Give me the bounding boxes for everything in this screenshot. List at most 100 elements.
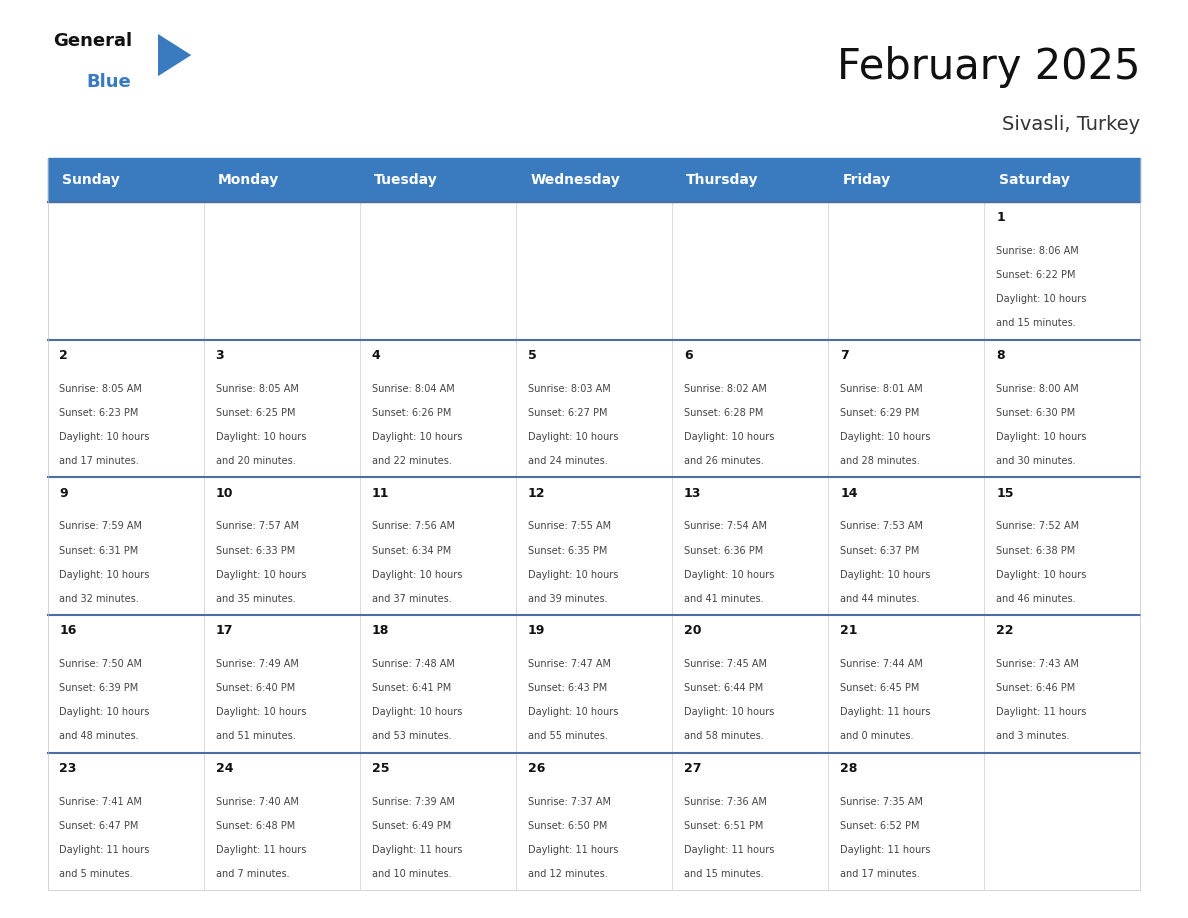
Text: 21: 21 (840, 624, 858, 637)
Text: and 12 minutes.: and 12 minutes. (527, 869, 607, 879)
Text: 28: 28 (840, 762, 858, 775)
Text: and 17 minutes.: and 17 minutes. (59, 456, 139, 466)
Text: 8: 8 (997, 349, 1005, 362)
Text: 7: 7 (840, 349, 849, 362)
Text: Sunset: 6:23 PM: Sunset: 6:23 PM (59, 408, 139, 418)
Text: and 15 minutes.: and 15 minutes. (997, 319, 1076, 329)
Text: Sunrise: 7:50 AM: Sunrise: 7:50 AM (59, 659, 143, 669)
Text: Daylight: 10 hours: Daylight: 10 hours (59, 569, 150, 579)
Text: Sunrise: 7:59 AM: Sunrise: 7:59 AM (59, 521, 143, 532)
Text: and 53 minutes.: and 53 minutes. (372, 732, 451, 742)
Text: Sunset: 6:48 PM: Sunset: 6:48 PM (215, 821, 295, 831)
Text: Monday: Monday (217, 173, 279, 187)
Text: Sunrise: 8:04 AM: Sunrise: 8:04 AM (372, 384, 455, 394)
Text: Sunset: 6:43 PM: Sunset: 6:43 PM (527, 683, 607, 693)
Text: Sunset: 6:31 PM: Sunset: 6:31 PM (59, 545, 139, 555)
Text: Sunrise: 7:47 AM: Sunrise: 7:47 AM (527, 659, 611, 669)
Bar (672, 477, 828, 615)
Text: Sunset: 6:41 PM: Sunset: 6:41 PM (372, 683, 451, 693)
Text: 19: 19 (527, 624, 545, 637)
Bar (360, 615, 516, 753)
Text: 3: 3 (215, 349, 225, 362)
Text: Sunset: 6:35 PM: Sunset: 6:35 PM (527, 545, 607, 555)
Text: Sunrise: 7:44 AM: Sunrise: 7:44 AM (840, 659, 923, 669)
Text: Sunset: 6:44 PM: Sunset: 6:44 PM (684, 683, 763, 693)
Text: Daylight: 11 hours: Daylight: 11 hours (527, 845, 618, 855)
Text: 10: 10 (215, 487, 233, 499)
Text: Sunset: 6:28 PM: Sunset: 6:28 PM (684, 408, 764, 418)
Bar (672, 615, 828, 753)
Text: Daylight: 10 hours: Daylight: 10 hours (527, 432, 618, 442)
Text: 24: 24 (215, 762, 233, 775)
Text: and 28 minutes.: and 28 minutes. (840, 456, 920, 466)
Text: 11: 11 (372, 487, 390, 499)
Bar (203, 753, 360, 890)
Text: Sunset: 6:33 PM: Sunset: 6:33 PM (215, 545, 295, 555)
Text: Sunset: 6:27 PM: Sunset: 6:27 PM (527, 408, 607, 418)
Bar (828, 158, 985, 202)
Bar (516, 753, 672, 890)
Text: Sunrise: 7:45 AM: Sunrise: 7:45 AM (684, 659, 767, 669)
Text: Sunset: 6:49 PM: Sunset: 6:49 PM (372, 821, 451, 831)
Text: Sunrise: 7:37 AM: Sunrise: 7:37 AM (527, 797, 611, 807)
Bar (985, 753, 1140, 890)
Text: Sunset: 6:51 PM: Sunset: 6:51 PM (684, 821, 764, 831)
Text: Friday: Friday (842, 173, 891, 187)
Text: Daylight: 11 hours: Daylight: 11 hours (997, 707, 1087, 717)
Text: Daylight: 10 hours: Daylight: 10 hours (59, 707, 150, 717)
Bar (48, 158, 1140, 202)
Text: Sunrise: 8:05 AM: Sunrise: 8:05 AM (215, 384, 298, 394)
Text: Sunday: Sunday (62, 173, 120, 187)
Text: Daylight: 11 hours: Daylight: 11 hours (840, 845, 930, 855)
Text: Thursday: Thursday (687, 173, 759, 187)
Text: and 10 minutes.: and 10 minutes. (372, 869, 451, 879)
Text: 22: 22 (997, 624, 1013, 637)
Text: 6: 6 (684, 349, 693, 362)
Bar (985, 202, 1140, 340)
Text: and 20 minutes.: and 20 minutes. (215, 456, 296, 466)
Text: Sunset: 6:45 PM: Sunset: 6:45 PM (840, 683, 920, 693)
Text: Sunrise: 8:02 AM: Sunrise: 8:02 AM (684, 384, 766, 394)
Bar (48, 340, 203, 477)
Text: Daylight: 10 hours: Daylight: 10 hours (527, 707, 618, 717)
Text: Sunset: 6:30 PM: Sunset: 6:30 PM (997, 408, 1075, 418)
Bar (828, 340, 985, 477)
Text: Daylight: 10 hours: Daylight: 10 hours (684, 569, 775, 579)
Text: Sunset: 6:52 PM: Sunset: 6:52 PM (840, 821, 920, 831)
Text: Sunrise: 8:06 AM: Sunrise: 8:06 AM (997, 246, 1079, 256)
Text: and 17 minutes.: and 17 minutes. (840, 869, 920, 879)
Text: Daylight: 10 hours: Daylight: 10 hours (372, 569, 462, 579)
Text: and 58 minutes.: and 58 minutes. (684, 732, 764, 742)
Text: Daylight: 11 hours: Daylight: 11 hours (684, 845, 775, 855)
Text: Daylight: 10 hours: Daylight: 10 hours (997, 569, 1087, 579)
Text: 15: 15 (997, 487, 1013, 499)
Text: Sunrise: 7:55 AM: Sunrise: 7:55 AM (527, 521, 611, 532)
Text: 13: 13 (684, 487, 701, 499)
Text: Sunrise: 7:40 AM: Sunrise: 7:40 AM (215, 797, 298, 807)
Bar (203, 340, 360, 477)
Text: 26: 26 (527, 762, 545, 775)
Text: Sunset: 6:25 PM: Sunset: 6:25 PM (215, 408, 295, 418)
Text: Daylight: 10 hours: Daylight: 10 hours (59, 432, 150, 442)
Text: Daylight: 10 hours: Daylight: 10 hours (840, 569, 930, 579)
Text: 1: 1 (997, 211, 1005, 224)
Text: and 39 minutes.: and 39 minutes. (527, 594, 607, 604)
Bar (516, 340, 672, 477)
Text: and 55 minutes.: and 55 minutes. (527, 732, 608, 742)
Bar (203, 615, 360, 753)
Text: 4: 4 (372, 349, 380, 362)
Bar (203, 477, 360, 615)
Bar (985, 615, 1140, 753)
Text: Sunset: 6:34 PM: Sunset: 6:34 PM (372, 545, 451, 555)
Bar (360, 158, 516, 202)
Text: Sunrise: 7:52 AM: Sunrise: 7:52 AM (997, 521, 1080, 532)
Text: Daylight: 11 hours: Daylight: 11 hours (840, 707, 930, 717)
Text: Sunrise: 7:57 AM: Sunrise: 7:57 AM (215, 521, 298, 532)
Text: and 3 minutes.: and 3 minutes. (997, 732, 1069, 742)
Text: and 37 minutes.: and 37 minutes. (372, 594, 451, 604)
Text: Sivasli, Turkey: Sivasli, Turkey (1003, 115, 1140, 134)
Text: Daylight: 10 hours: Daylight: 10 hours (372, 432, 462, 442)
Bar (360, 753, 516, 890)
Text: Sunrise: 7:53 AM: Sunrise: 7:53 AM (840, 521, 923, 532)
Text: Daylight: 10 hours: Daylight: 10 hours (215, 707, 307, 717)
